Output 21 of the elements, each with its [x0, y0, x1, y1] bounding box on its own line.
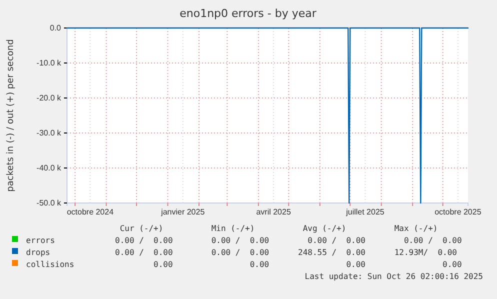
text: 0.00 / 0.00 0.00 / 0.00 0.00 / 0.00 0.00 / 0.00 [115, 236, 462, 245]
text: 0.00 / 0.00 0.00 / 0.00 248.55 / 0.00 12.93M/ 0.00 [115, 248, 458, 257]
x-tick-label: octobre 2025 [434, 208, 482, 217]
y-tick-label: -50.0 k [36, 198, 62, 208]
y-tick-label: -20.0 k [36, 94, 62, 103]
text: 0.00 0.00 0.00 0.00 [115, 260, 462, 269]
x-tick-label: avril 2025 [256, 208, 292, 217]
y-tick-label: 0.0 [50, 24, 62, 33]
legend-label: errors [26, 236, 56, 245]
y-tick-label: -30.0 k [36, 128, 62, 138]
y-tick-label: -10.0 k [36, 58, 62, 68]
x-tick-label: juillet 2025 [345, 208, 385, 217]
y-axis-title: packets in (-) / out (+) per second [6, 39, 16, 192]
chart-title: eno1np0 errors - by year [180, 7, 317, 20]
x-tick-label: janvier 2025 [160, 208, 206, 217]
text: Cur (-/+) Min (-/+) Avg (-/+) Max (-/+) [115, 224, 438, 233]
y-tick-label: -40.0 k [36, 164, 62, 173]
legend-label: drops [26, 248, 50, 257]
text: Last update: Sun Oct 26 02:00:16 2025 [304, 272, 484, 281]
legend-label: collisions [26, 260, 74, 269]
x-tick-label: octobre 2024 [66, 208, 114, 217]
